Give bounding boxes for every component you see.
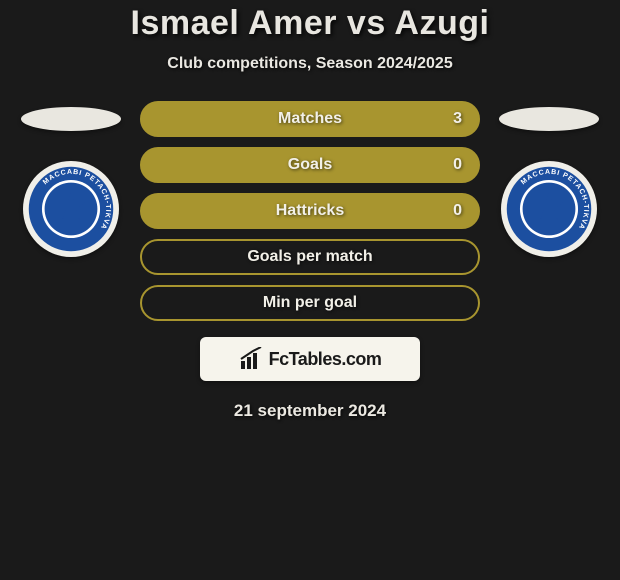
stat-value-right: 3 bbox=[453, 110, 462, 128]
stat-row: Goals 0 bbox=[140, 147, 480, 183]
page-title: Ismael Amer vs Azugi bbox=[131, 4, 490, 43]
stat-value-right: 0 bbox=[453, 202, 462, 220]
stat-label: Min per goal bbox=[263, 294, 357, 312]
stat-label: Goals bbox=[288, 156, 332, 174]
club-badge-icon: MACCABI PETACH-TIKVA bbox=[27, 165, 115, 253]
stat-row: Matches 3 bbox=[140, 101, 480, 137]
player-left-column: MACCABI PETACH-TIKVA bbox=[16, 101, 126, 257]
club-logo-left: MACCABI PETACH-TIKVA bbox=[23, 161, 119, 257]
date-label: 21 september 2024 bbox=[234, 401, 386, 421]
brand-text: FcTables.com bbox=[269, 349, 382, 370]
player-right-column: MACCABI PETACH-TIKVA bbox=[494, 101, 604, 257]
stat-label: Hattricks bbox=[276, 202, 344, 220]
stats-list: Matches 3 Goals 0 Hattricks 0 Goals per match M… bbox=[140, 101, 480, 321]
stat-label: Matches bbox=[278, 110, 342, 128]
stat-value-right: 0 bbox=[453, 156, 462, 174]
brand-badge[interactable]: FcTables.com bbox=[200, 337, 420, 381]
player-left-placeholder bbox=[21, 107, 121, 131]
club-badge-icon: MACCABI PETACH-TIKVA bbox=[505, 165, 593, 253]
comparison-row: MACCABI PETACH-TIKVA Matches3Goals0Hattr… bbox=[0, 101, 620, 321]
stat-row: Hattricks 0 bbox=[140, 193, 480, 229]
club-logo-right: MACCABI PETACH-TIKVA bbox=[501, 161, 597, 257]
stat-label: Goals per match bbox=[247, 248, 372, 266]
stat-row: Min per goal bbox=[140, 285, 480, 321]
comparison-card: Ismael Amer vs Azugi Club competitions, … bbox=[0, 0, 620, 421]
subtitle: Club competitions, Season 2024/2025 bbox=[167, 55, 452, 73]
stat-row: Goals per match bbox=[140, 239, 480, 275]
bar-chart-icon bbox=[239, 347, 263, 371]
player-right-placeholder bbox=[499, 107, 599, 131]
